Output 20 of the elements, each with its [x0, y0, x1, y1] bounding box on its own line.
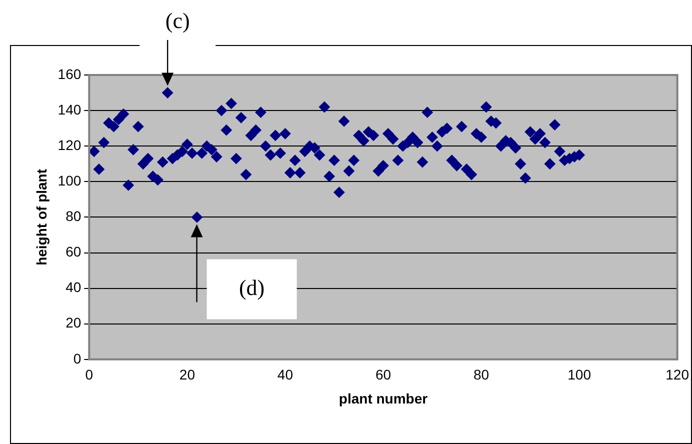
y-tick-label: 160 [58, 66, 82, 82]
y-tick-label: 120 [58, 136, 82, 153]
annotation: (d) [238, 274, 265, 300]
y-tick-label: 100 [58, 172, 82, 189]
x-tick-label: 20 [179, 366, 196, 383]
x-axis-title: plant number [338, 390, 428, 406]
x-tick-label: 0 [85, 366, 94, 383]
y-tick-label: 0 [73, 350, 82, 366]
y-tick-label: 40 [66, 279, 82, 296]
y-axis-title: height of plant [33, 168, 50, 266]
y-tick-label: 140 [58, 101, 82, 118]
x-tick-label: 40 [277, 366, 294, 383]
x-tick-label: 80 [473, 366, 490, 383]
x-tick-label: 60 [375, 366, 392, 383]
y-tick-label: 20 [66, 314, 82, 331]
annotation: (c) [165, 8, 190, 33]
y-tick-label: 80 [66, 208, 82, 224]
x-tick-label: 120 [666, 366, 690, 383]
x-tick-label: 100 [568, 366, 592, 383]
y-tick-label: 60 [66, 244, 82, 260]
